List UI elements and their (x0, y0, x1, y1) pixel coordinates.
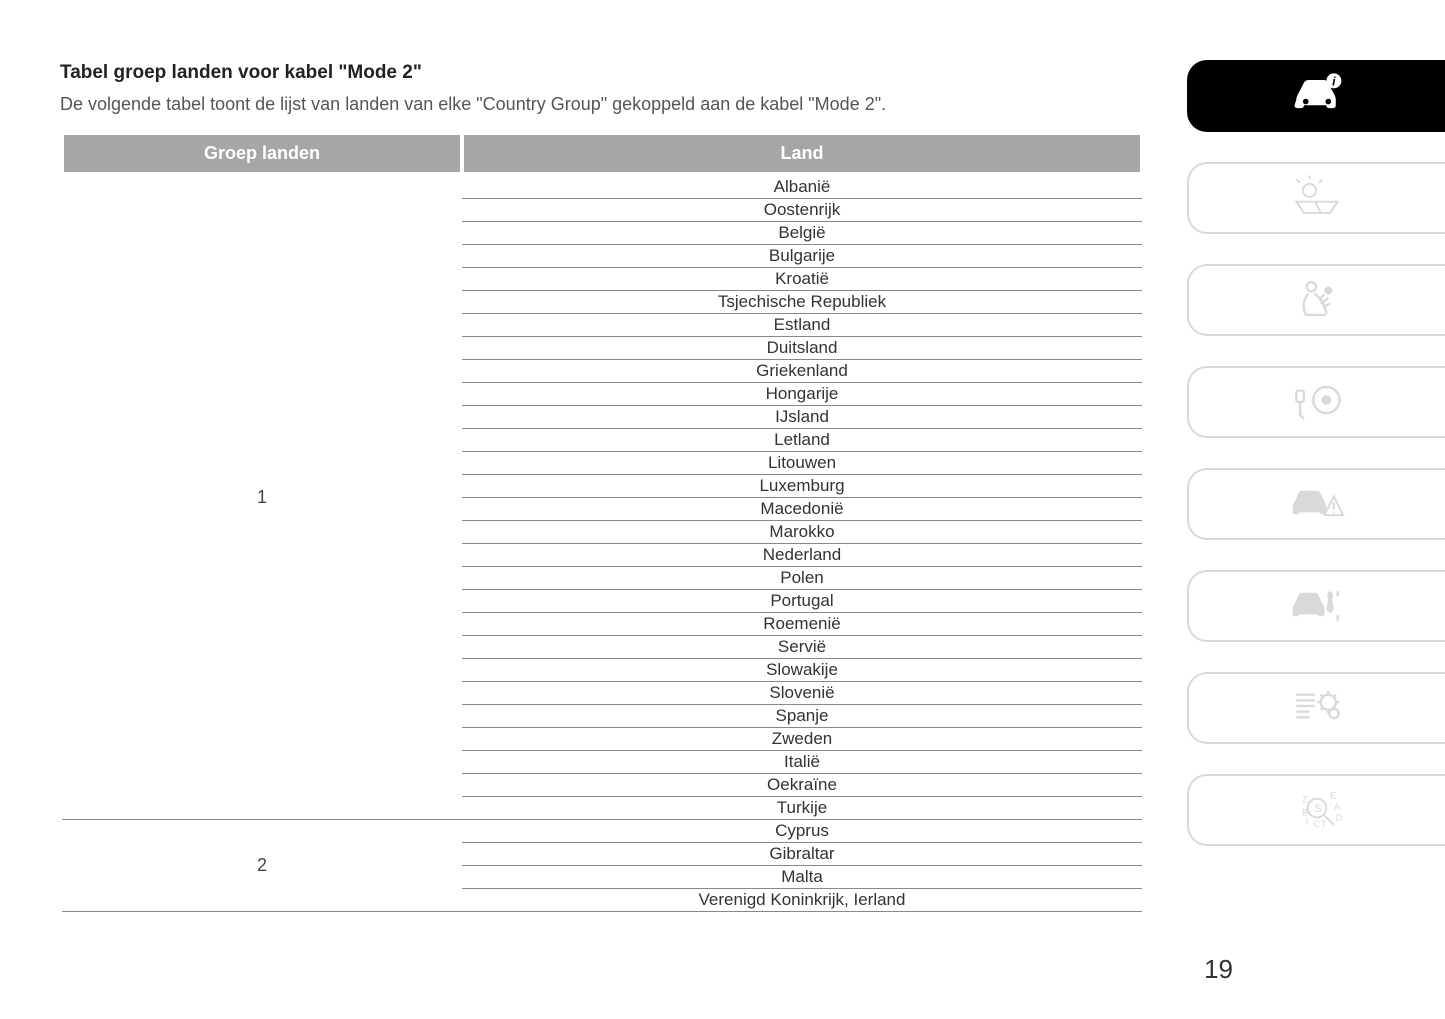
svg-text:I: I (1306, 816, 1309, 826)
country-cell: IJsland (462, 406, 1142, 429)
country-cell: Roemenië (462, 613, 1142, 636)
svg-text:A: A (1334, 801, 1341, 811)
car-info-icon: i (1287, 69, 1347, 124)
section-tab[interactable] (1187, 570, 1445, 642)
country-cell: Oostenrijk (462, 199, 1142, 222)
country-cell: Verenigd Koninkrijk, Ierland (462, 889, 1142, 912)
country-cell: Nederland (462, 544, 1142, 567)
section-title: Tabel groep landen voor kabel "Mode 2" (60, 62, 1140, 84)
country-cell: Griekenland (462, 360, 1142, 383)
country-cell: Cyprus (462, 820, 1142, 843)
country-cell: Gibraltar (462, 843, 1142, 866)
section-tab[interactable]: i (1187, 60, 1445, 132)
country-cell: Litouwen (462, 452, 1142, 475)
country-cell: Servië (462, 636, 1142, 659)
country-cell: Polen (462, 567, 1142, 590)
section-tab[interactable]: ZBICTEADS (1187, 774, 1445, 846)
country-cell: Duitsland (462, 337, 1142, 360)
svg-text:S: S (1314, 802, 1322, 814)
section-tab[interactable] (1187, 468, 1445, 540)
section-subtitle: De volgende tabel toont de lijst van lan… (60, 94, 1140, 115)
svg-text:C: C (1313, 818, 1320, 828)
settings-list-icon (1287, 681, 1347, 736)
car-service-icon (1287, 579, 1347, 634)
country-cell: Estland (462, 314, 1142, 337)
country-cell: Bulgarije (462, 245, 1142, 268)
country-cell: Hongarije (462, 383, 1142, 406)
country-cell: Macedonië (462, 498, 1142, 521)
country-cell: Italië (462, 751, 1142, 774)
country-cell: Zweden (462, 728, 1142, 751)
table-row: 1Albanië (62, 174, 1142, 199)
page-number: 19 (1204, 954, 1233, 985)
section-tab[interactable] (1187, 162, 1445, 234)
svg-text:E: E (1330, 790, 1336, 800)
country-cell: Albanië (462, 174, 1142, 199)
country-cell: België (462, 222, 1142, 245)
country-cell: Luxemburg (462, 475, 1142, 498)
country-cell: Turkije (462, 797, 1142, 820)
index-search-icon: ZBICTEADS (1287, 783, 1347, 838)
col-header-group: Groep landen (62, 133, 462, 174)
country-cell: Oekraïne (462, 774, 1142, 797)
svg-text:T: T (1321, 818, 1327, 828)
svg-text:Z: Z (1302, 794, 1308, 804)
group-cell: 1 (62, 174, 462, 820)
dashboard-icon (1287, 171, 1347, 226)
country-cell: Marokko (462, 521, 1142, 544)
country-group-table: Groep landen Land 1AlbaniëOostenrijkBelg… (60, 131, 1144, 912)
col-header-country: Land (462, 133, 1142, 174)
section-tabs: iZBICTEADS (1187, 60, 1445, 846)
country-cell: Letland (462, 429, 1142, 452)
country-cell: Tsjechische Republiek (462, 291, 1142, 314)
section-tab[interactable] (1187, 366, 1445, 438)
country-cell: Malta (462, 866, 1142, 889)
country-cell: Slovenië (462, 682, 1142, 705)
table-header-row: Groep landen Land (62, 133, 1142, 174)
car-warning-icon (1287, 477, 1347, 532)
country-cell: Kroatië (462, 268, 1142, 291)
key-steering-icon (1287, 375, 1347, 430)
country-cell: Spanje (462, 705, 1142, 728)
country-cell: Slowakije (462, 659, 1142, 682)
section-tab[interactable] (1187, 264, 1445, 336)
airbag-icon (1287, 273, 1347, 328)
svg-text:D: D (1336, 813, 1343, 823)
country-cell: Portugal (462, 590, 1142, 613)
table-row: 2Cyprus (62, 820, 1142, 843)
group-cell: 2 (62, 820, 462, 912)
section-tab[interactable] (1187, 672, 1445, 744)
